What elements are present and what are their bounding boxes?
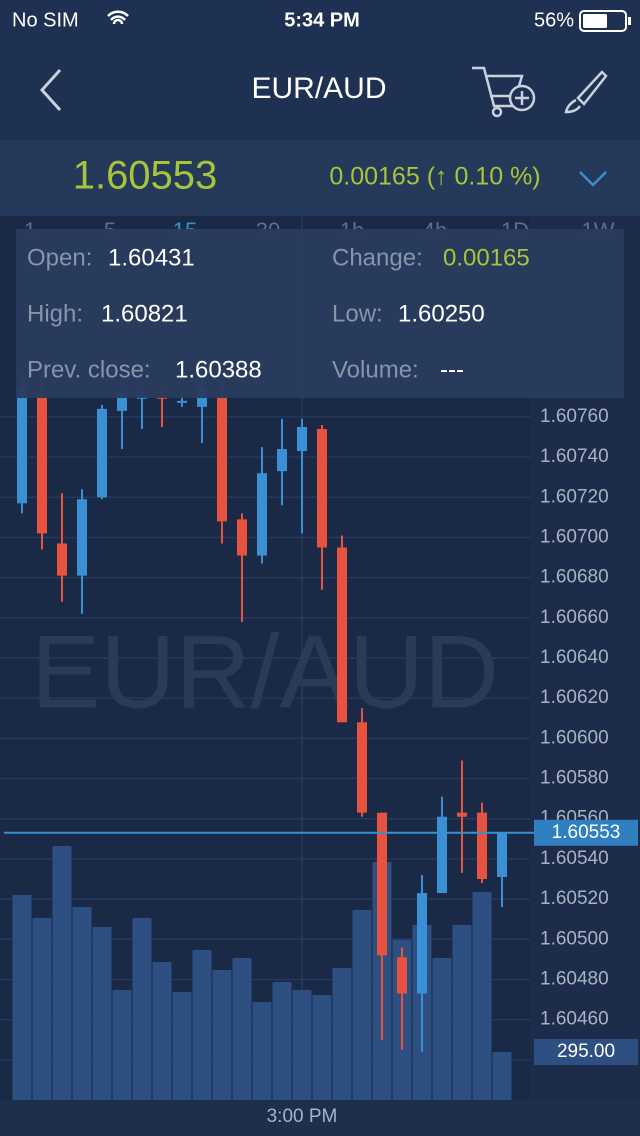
stat-value: 1.60431 xyxy=(108,244,195,271)
volume-bar xyxy=(132,917,152,1100)
stat-value: 1.60250 xyxy=(398,300,485,327)
y-tick-label: 1.60740 xyxy=(540,446,609,467)
volume-bar xyxy=(112,990,132,1100)
candle-body xyxy=(257,473,267,556)
stat-label: Open: xyxy=(27,244,92,271)
y-tick-label: 1.60460 xyxy=(540,1009,609,1030)
volume-bar xyxy=(52,846,72,1100)
y-tick-label: 1.60700 xyxy=(540,526,609,547)
candle-body xyxy=(277,449,287,472)
candle-body xyxy=(457,812,467,817)
stat-label: High: xyxy=(27,300,83,327)
candle-body xyxy=(17,388,27,504)
volume-bar xyxy=(452,924,472,1100)
candle-body xyxy=(337,547,347,723)
y-tick-label: 1.60500 xyxy=(540,928,609,949)
stats-panel xyxy=(16,229,624,398)
last-price-box xyxy=(534,819,638,846)
volume-bar xyxy=(432,957,452,1100)
volume-bar xyxy=(232,957,252,1100)
y-tick-label: 1.60720 xyxy=(540,486,609,507)
last-price-label: 1.60553 xyxy=(552,822,621,843)
candle-body xyxy=(77,499,87,576)
y-tick-label: 1.60620 xyxy=(540,687,609,708)
candle-body xyxy=(417,893,427,994)
candle-body xyxy=(317,428,327,548)
x-axis-background xyxy=(0,1100,640,1136)
y-tick-label: 1.60540 xyxy=(540,848,609,869)
price-change: 0.00165 (↑ 0.10 %) xyxy=(329,163,540,191)
volume-bar xyxy=(72,907,92,1100)
nav-title: EUR/AUD xyxy=(251,72,386,105)
candle-body xyxy=(97,408,107,498)
back-button[interactable] xyxy=(39,68,62,112)
candle-body xyxy=(437,816,447,894)
y-tick-label: 1.60600 xyxy=(540,727,609,748)
volume-bar xyxy=(332,968,352,1100)
stat-label: Volume: xyxy=(332,356,419,383)
y-tick-label: 1.60520 xyxy=(540,888,609,909)
header-background xyxy=(0,0,640,140)
y-tick-label: 1.60660 xyxy=(540,607,609,628)
candle-body xyxy=(177,400,187,403)
y-tick-label: 1.60480 xyxy=(540,968,609,989)
volume-bar xyxy=(212,969,232,1100)
y-tick-label: 1.60680 xyxy=(540,567,609,588)
battery-fill xyxy=(583,14,607,28)
candle-body xyxy=(217,396,227,522)
candle-body xyxy=(397,957,407,994)
expand-button[interactable] xyxy=(579,171,607,187)
stat-value: --- xyxy=(440,356,464,383)
stat-value: 1.60388 xyxy=(175,356,262,383)
wifi-icon xyxy=(107,10,129,25)
y-tick-label: 1.60640 xyxy=(540,647,609,668)
volume-bar xyxy=(32,917,52,1100)
volume-bar xyxy=(252,1002,272,1100)
stat-label: Low: xyxy=(332,300,383,327)
y-tick-label: 1.60580 xyxy=(540,768,609,789)
volume-bar xyxy=(272,982,292,1100)
candle-body xyxy=(57,543,67,576)
volume-bar xyxy=(492,1052,512,1100)
candle-body xyxy=(497,832,507,877)
volume-bar xyxy=(352,909,372,1100)
y-tick-label: 1.60760 xyxy=(540,406,609,427)
add-to-cart-button[interactable] xyxy=(472,66,536,118)
candle-body xyxy=(377,812,387,956)
stat-value: 1.60821 xyxy=(101,300,188,327)
carrier: No SIM xyxy=(12,9,79,31)
battery-icon xyxy=(579,10,627,32)
volume-bar xyxy=(92,927,112,1100)
stat-value: 0.00165 xyxy=(443,244,530,271)
candle-body xyxy=(357,722,367,813)
clock: 5:34 PM xyxy=(284,9,360,31)
volume-bar xyxy=(312,995,332,1100)
battery-tip xyxy=(628,17,631,25)
candle-body xyxy=(37,394,47,534)
last-price: 1.60553 xyxy=(73,154,218,198)
volume-bar xyxy=(192,949,212,1100)
candle-body xyxy=(117,392,127,411)
candle-body xyxy=(477,812,487,879)
quote-background xyxy=(0,140,640,216)
battery-level: 56% xyxy=(534,9,574,31)
x-tick-label: 3:00 PM xyxy=(267,1106,338,1127)
volume-bar xyxy=(12,894,32,1100)
candle-body xyxy=(237,519,247,556)
stat-label: Prev. close: xyxy=(27,356,151,383)
stat-label: Change: xyxy=(332,244,423,271)
candle-body xyxy=(297,426,307,452)
draw-button[interactable] xyxy=(564,70,608,114)
last-volume-box xyxy=(534,1039,638,1065)
last-volume-label: 295.00 xyxy=(557,1041,615,1062)
volume-bar xyxy=(292,990,312,1100)
volume-bar xyxy=(172,991,192,1100)
volume-bar xyxy=(152,962,172,1100)
watermark: EUR/AUD xyxy=(31,614,499,730)
volume-bar xyxy=(472,892,492,1100)
